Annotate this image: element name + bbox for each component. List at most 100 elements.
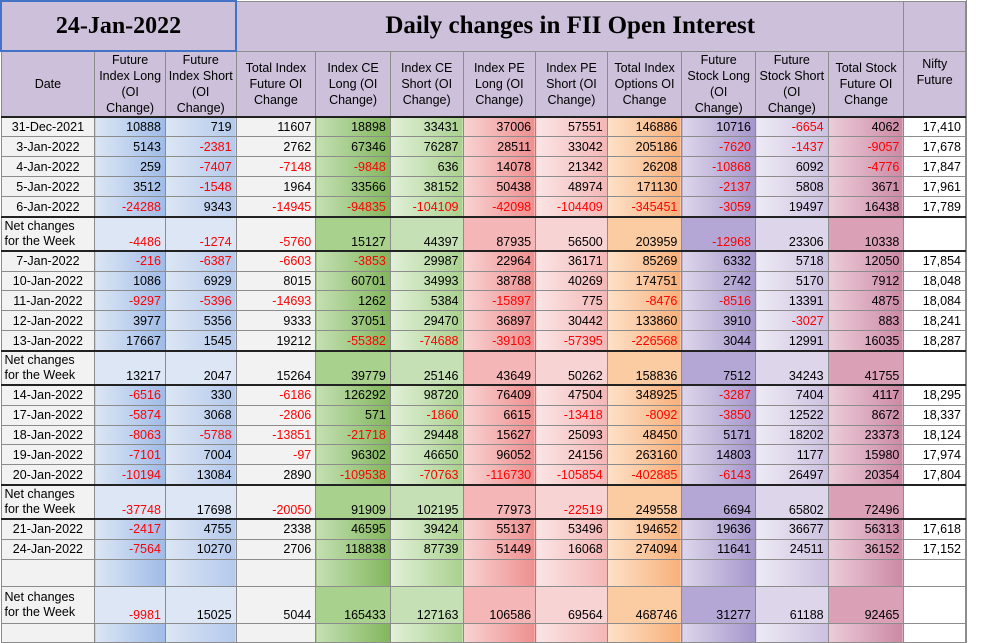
empty-cell[interactable]: [681, 558, 757, 588]
cell-future-index-long[interactable]: 10888: [94, 116, 166, 138]
cell-date[interactable]: 12-Jan-2022: [0, 310, 96, 332]
cell-nifty-future[interactable]: 18,084: [903, 290, 966, 312]
cell-nifty-future[interactable]: 18,124: [903, 424, 966, 446]
cell-total-index-future[interactable]: 11607: [235, 116, 317, 138]
cell-future-index-short[interactable]: 4755: [164, 518, 237, 540]
header-index-pe-short[interactable]: Index PE Short (OI Change): [535, 50, 608, 118]
cell-index-pe-short[interactable]: 24156: [535, 444, 608, 466]
cell-total-stock-future[interactable]: 883: [827, 310, 905, 332]
net-total-stock-future[interactable]: 41755: [827, 349, 905, 386]
net-future-stock-short[interactable]: 65802: [755, 483, 829, 520]
net-index-ce-long[interactable]: 15127: [315, 215, 391, 252]
cell-total-index-options[interactable]: 263160: [606, 444, 683, 466]
cell-index-ce-long[interactable]: 60701: [315, 270, 391, 292]
cell-future-stock-short[interactable]: 1177: [755, 444, 829, 466]
cell-index-ce-long[interactable]: -9848: [315, 156, 391, 178]
cell-total-index-options[interactable]: -8476: [606, 290, 683, 312]
empty-cell[interactable]: [827, 558, 905, 588]
cell-index-pe-short[interactable]: 47504: [535, 384, 608, 406]
cell-total-stock-future[interactable]: 8672: [827, 404, 905, 426]
cell-index-ce-short[interactable]: 636: [389, 156, 464, 178]
cell-index-pe-short[interactable]: 30442: [535, 310, 608, 332]
cell-index-ce-long[interactable]: 37051: [315, 310, 391, 332]
cell-future-stock-long[interactable]: 3910: [681, 310, 757, 332]
net-nifty-future[interactable]: [903, 586, 966, 624]
cell-future-stock-short[interactable]: 12522: [755, 404, 829, 426]
net-index-ce-long[interactable]: 39779: [315, 349, 391, 386]
cell-total-index-options[interactable]: 274094: [606, 538, 683, 560]
cell-index-ce-long[interactable]: 96302: [315, 444, 391, 466]
cell-index-pe-short[interactable]: -13418: [535, 404, 608, 426]
cell-total-stock-future[interactable]: 36152: [827, 538, 905, 560]
cell-date[interactable]: 11-Jan-2022: [0, 290, 96, 312]
net-total-index-future[interactable]: 5044: [235, 586, 317, 624]
cell-index-ce-long[interactable]: -21718: [315, 424, 391, 446]
cell-index-ce-short[interactable]: -70763: [389, 464, 464, 486]
net-index-pe-long[interactable]: 43649: [462, 349, 537, 386]
net-total-index-future[interactable]: 15264: [235, 349, 317, 386]
cell-index-ce-short[interactable]: 29470: [389, 310, 464, 332]
net-future-stock-long[interactable]: -12968: [681, 215, 757, 252]
cell-index-pe-long[interactable]: 28511: [462, 136, 537, 158]
cell-future-index-long[interactable]: 17667: [94, 330, 166, 352]
cell-future-stock-short[interactable]: -6654: [755, 116, 829, 138]
cell-future-stock-short[interactable]: 26497: [755, 464, 829, 486]
cell-future-index-short[interactable]: -1548: [164, 176, 237, 198]
cell-nifty-future[interactable]: 18,287: [903, 330, 966, 352]
cell-total-index-options[interactable]: -402885: [606, 464, 683, 486]
cell-total-index-future[interactable]: -6186: [235, 384, 317, 406]
header-total-index-future[interactable]: Total Index Future OI Change: [235, 50, 317, 118]
cell-future-index-short[interactable]: -7407: [164, 156, 237, 178]
cell-index-pe-short[interactable]: 21342: [535, 156, 608, 178]
cell-date[interactable]: 3-Jan-2022: [0, 136, 96, 158]
cell-future-stock-short[interactable]: 19497: [755, 196, 829, 218]
cell-total-index-options[interactable]: 48450: [606, 424, 683, 446]
header-index-ce-long[interactable]: Index CE Long (OI Change): [315, 50, 391, 118]
net-future-stock-long[interactable]: 7512: [681, 349, 757, 386]
net-changes-label[interactable]: Net changes for the Week: [0, 349, 96, 386]
net-future-index-short[interactable]: 2047: [164, 349, 237, 386]
cell-date[interactable]: 17-Jan-2022: [0, 404, 96, 426]
net-index-pe-short[interactable]: 56500: [535, 215, 608, 252]
cell-index-pe-long[interactable]: -116730: [462, 464, 537, 486]
cell-index-ce-short[interactable]: 29987: [389, 250, 464, 272]
cell-nifty-future[interactable]: 17,410: [903, 116, 966, 138]
cell-future-stock-long[interactable]: -6143: [681, 464, 757, 486]
cell-index-ce-long[interactable]: 126292: [315, 384, 391, 406]
cell-date[interactable]: 14-Jan-2022: [0, 384, 96, 406]
cell-future-index-long[interactable]: -9297: [94, 290, 166, 312]
cell-future-stock-short[interactable]: 5808: [755, 176, 829, 198]
cell-index-pe-short[interactable]: 775: [535, 290, 608, 312]
empty-cell[interactable]: [315, 622, 391, 643]
net-future-stock-short[interactable]: 61188: [755, 586, 829, 624]
cell-future-stock-long[interactable]: -2137: [681, 176, 757, 198]
header-future-stock-short[interactable]: Future Stock Short (OI Change): [755, 50, 829, 118]
header-future-index-short[interactable]: Future Index Short (OI Change): [164, 50, 237, 118]
net-index-pe-short[interactable]: -22519: [535, 483, 608, 520]
cell-total-index-future[interactable]: -14693: [235, 290, 317, 312]
cell-index-ce-short[interactable]: 29448: [389, 424, 464, 446]
cell-future-stock-short[interactable]: 24511: [755, 538, 829, 560]
cell-future-stock-long[interactable]: -3059: [681, 196, 757, 218]
empty-cell[interactable]: [535, 622, 608, 643]
empty-cell[interactable]: [0, 622, 96, 643]
cell-index-pe-long[interactable]: 50438: [462, 176, 537, 198]
title-blank-cell[interactable]: [903, 0, 966, 52]
cell-index-pe-short[interactable]: -57395: [535, 330, 608, 352]
cell-index-ce-long[interactable]: 67346: [315, 136, 391, 158]
cell-total-index-future[interactable]: 8015: [235, 270, 317, 292]
header-index-ce-short[interactable]: Index CE Short (OI Change): [389, 50, 464, 118]
cell-total-index-options[interactable]: 146886: [606, 116, 683, 138]
cell-index-ce-short[interactable]: 38152: [389, 176, 464, 198]
net-index-ce-long[interactable]: 165433: [315, 586, 391, 624]
net-total-stock-future[interactable]: 72496: [827, 483, 905, 520]
net-future-index-short[interactable]: 15025: [164, 586, 237, 624]
cell-future-stock-long[interactable]: -10868: [681, 156, 757, 178]
header-nifty-future[interactable]: Nifty Future: [903, 50, 966, 118]
cell-future-index-long[interactable]: 1086: [94, 270, 166, 292]
cell-index-ce-long[interactable]: -94835: [315, 196, 391, 218]
net-changes-label[interactable]: Net changes for the Week: [0, 586, 96, 624]
cell-date[interactable]: 24-Jan-2022: [0, 538, 96, 560]
header-future-stock-long[interactable]: Future Stock Long (OI Change): [681, 50, 757, 118]
empty-cell[interactable]: [0, 558, 96, 588]
